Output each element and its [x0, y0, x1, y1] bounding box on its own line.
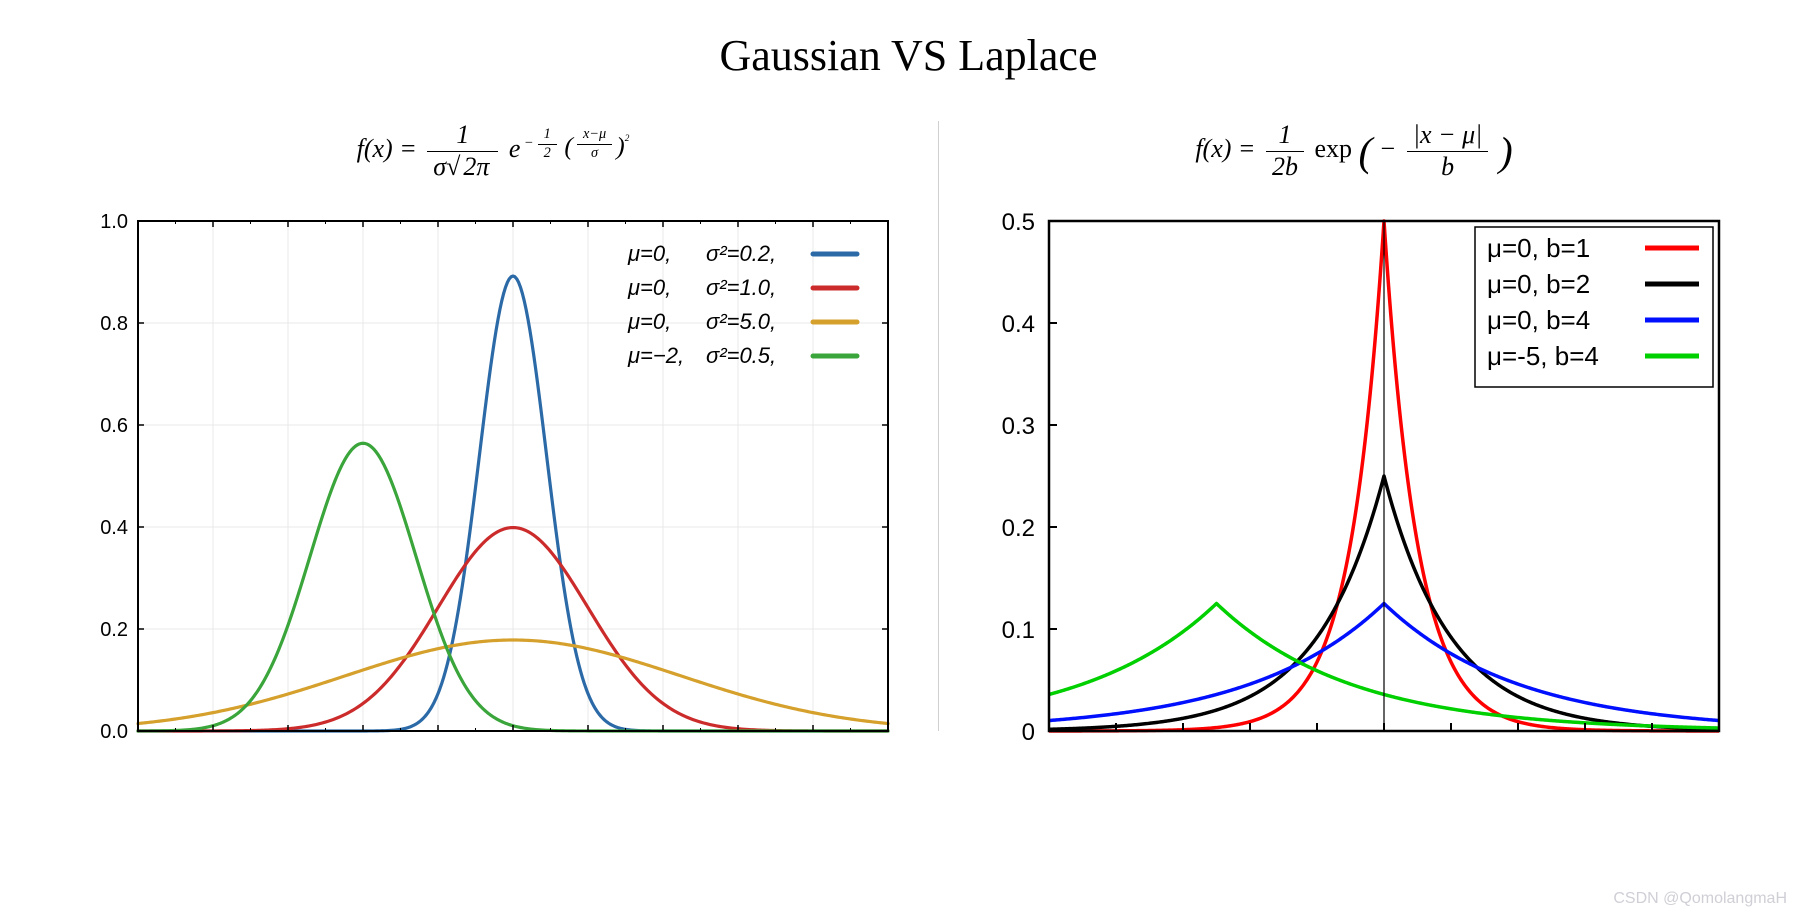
svg-text:μ=0, b=1: μ=0, b=1	[1487, 233, 1590, 263]
gaussian-sigma: σ	[433, 152, 446, 181]
laplace-rparen: )	[1499, 128, 1513, 174]
panels-row: f(x) = 1 σ√2π e −12 (x−μσ)2 0.00.20.40.6…	[10, 111, 1807, 771]
svg-text:0.8: 0.8	[100, 313, 128, 335]
svg-text:0.2: 0.2	[100, 619, 128, 641]
laplace-formula-fx: f(x) =	[1195, 134, 1262, 163]
gaussian-exp-sq: 2	[625, 135, 630, 145]
svg-text:σ²=1.0,: σ²=1.0,	[706, 275, 776, 300]
gaussian-exp-frac-num: x−μ	[577, 127, 612, 145]
svg-text:σ²=5.0,: σ²=5.0,	[706, 309, 776, 334]
gaussian-frac1-num: 1	[427, 121, 498, 152]
laplace-frac2-num: |x − μ|	[1407, 121, 1488, 152]
svg-text:μ=0, b=4: μ=0, b=4	[1487, 305, 1590, 335]
gaussian-chart: 0.0 0.2 0.4 0.6 0.8 1.0 μ=0, σ²=0.2, μ=0, σ²=1.0,…	[78, 201, 908, 771]
svg-text:0.0: 0.0	[100, 721, 128, 743]
gaussian-formula-fx: f(x) =	[357, 134, 424, 163]
laplace-minus: −	[1379, 134, 1397, 163]
page: Gaussian VS Laplace f(x) = 1 σ√2π e −12 …	[0, 0, 1817, 920]
gaussian-exp-frac: x−μσ	[577, 127, 612, 161]
svg-text:0.3: 0.3	[1002, 413, 1035, 440]
svg-text:0.2: 0.2	[1002, 515, 1035, 542]
gaussian-formula: f(x) = 1 σ√2π e −12 (x−μσ)2	[357, 121, 630, 181]
laplace-frac2-den: b	[1407, 152, 1488, 182]
svg-text:μ=0,: μ=0,	[627, 309, 671, 334]
gaussian-frac-1: 1 σ√2π	[427, 121, 498, 181]
svg-text:0.4: 0.4	[100, 517, 128, 539]
laplace-frac1-num: 1	[1266, 121, 1304, 152]
gaussian-exp-frac-den: σ	[577, 145, 612, 162]
panel-divider	[938, 121, 939, 731]
svg-text:σ²=0.2,: σ²=0.2,	[706, 241, 776, 266]
watermark: CSDN @QomolangmaH	[1613, 890, 1787, 908]
gaussian-exp-half: 12	[538, 127, 557, 161]
svg-text:μ=-5, b=4: μ=-5, b=4	[1487, 341, 1599, 371]
gaussian-e: e	[509, 134, 521, 163]
svg-text:0.1: 0.1	[1002, 617, 1035, 644]
gaussian-exp-minus: −	[524, 135, 534, 151]
svg-text:0.6: 0.6	[100, 415, 128, 437]
gaussian-frac1-den: σ√2π	[427, 152, 498, 182]
laplace-exp-text: exp	[1314, 134, 1352, 163]
laplace-panel: f(x) = 1 2b exp ( − |x − μ| b ) 00.10.20…	[969, 111, 1739, 771]
laplace-chart: 0 0.1 0.2 0.3 0.4 0.5 μ=0, b=1 μ=0, b=2 μ=0, b=4…	[969, 201, 1739, 771]
gaussian-exp-half-den: 2	[538, 145, 557, 162]
svg-text:μ=0, b=2: μ=0, b=2	[1487, 269, 1590, 299]
laplace-lparen: (	[1358, 128, 1372, 174]
gaussian-exp-half-num: 1	[538, 127, 557, 145]
svg-text:1.0: 1.0	[100, 211, 128, 233]
laplace-frac1: 1 2b	[1266, 121, 1304, 181]
svg-text:μ=0,: μ=0,	[627, 241, 671, 266]
svg-text:σ²=0.5,: σ²=0.5,	[706, 343, 776, 368]
svg-text:μ=0,: μ=0,	[627, 275, 671, 300]
svg-text:0.5: 0.5	[1002, 209, 1035, 236]
gaussian-sqrt-content: 2π	[460, 151, 492, 181]
svg-text:μ=−2,: μ=−2,	[627, 343, 684, 368]
laplace-formula: f(x) = 1 2b exp ( − |x − μ| b )	[1195, 121, 1512, 181]
svg-text:0: 0	[1022, 719, 1035, 746]
laplace-frac1-den: 2b	[1266, 152, 1304, 182]
laplace-frac2: |x − μ| b	[1407, 121, 1488, 181]
page-title: Gaussian VS Laplace	[10, 30, 1807, 81]
svg-text:0.4: 0.4	[1002, 311, 1035, 338]
gaussian-panel: f(x) = 1 σ√2π e −12 (x−μσ)2 0.0 0.2 0.4 0.6…	[78, 111, 908, 771]
